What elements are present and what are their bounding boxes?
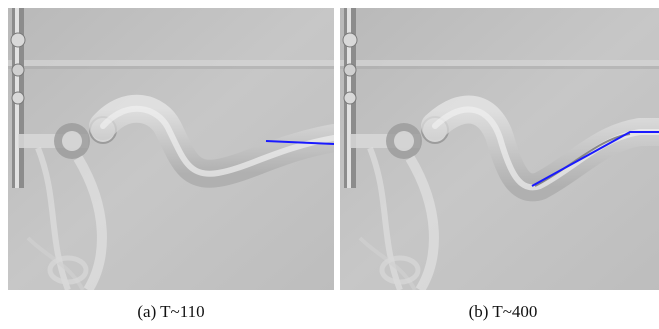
caption-panel-b: (b) T~400	[468, 302, 538, 321]
tank-edge	[8, 60, 334, 66]
tracking-line	[265, 140, 334, 145]
tank-edge	[340, 60, 659, 66]
photo-panel-b	[340, 8, 659, 290]
caption-panel-a: (a) T~110	[137, 302, 205, 321]
tracking-line	[531, 131, 659, 187]
tank-photo-b	[340, 8, 659, 290]
photo-panel-a	[8, 8, 334, 290]
tank-photo-a	[8, 8, 334, 290]
